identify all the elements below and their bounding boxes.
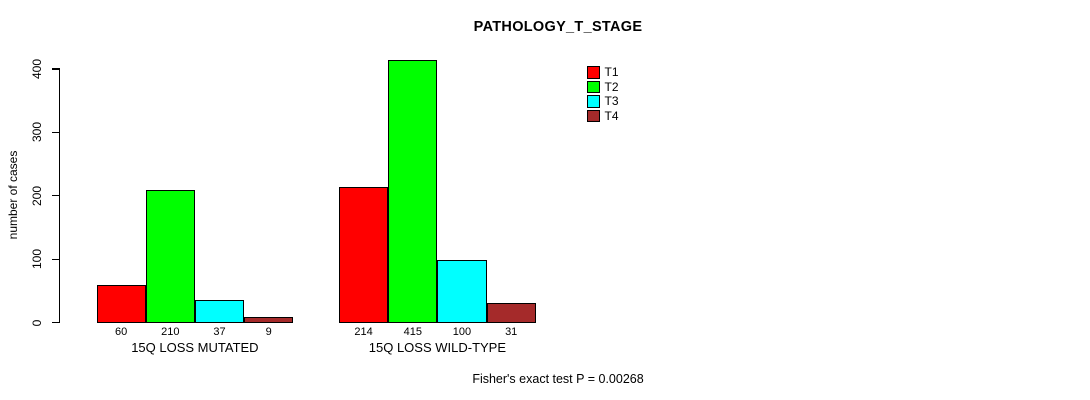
legend-swatch-t4 [587,109,600,122]
x-category-label: 15Q LOSS MUTATED [131,340,259,355]
x-category-label: 15Q LOSS WILD-TYPE [368,340,507,355]
legend-label: T1 [604,65,619,79]
y-axis-tick-label: 0 [29,319,44,326]
bar-t3-group2 [437,259,487,323]
bar-t2-group2 [388,59,438,323]
bar-t2-group1 [145,189,195,323]
bar-t3-group1 [194,299,245,323]
legend-swatch-t2 [587,80,600,93]
chart-title: PATHOLOGY_T_STAGE [473,19,643,35]
y-axis-tick [52,131,60,133]
legend-item: T2 [587,79,619,94]
legend-swatch-t1 [587,66,600,79]
y-axis-line [59,69,61,323]
y-axis-tick-label: 100 [29,249,44,270]
y-axis-tick [52,68,60,70]
y-axis-tick [52,258,60,260]
bar-t1-group1 [96,284,146,323]
bar-value-label: 9 [265,326,272,338]
legend-item: T4 [587,108,619,123]
legend-label: T3 [604,94,619,108]
bar-value-label: 100 [452,326,472,338]
bar-t1-group2 [339,187,389,323]
bar-value-label: 214 [354,326,373,338]
y-axis-tick [52,321,60,324]
legend: T1 T2 T3 T4 [587,66,619,124]
bar-value-label: 415 [403,326,422,338]
y-axis-tick-label: 200 [29,185,44,206]
bar-value-label: 60 [114,326,128,338]
legend-label: T2 [604,79,619,94]
fisher-test-annotation: Fisher's exact test P = 0.00268 [472,372,644,386]
y-axis-tick [52,195,60,197]
y-axis-tick-label: 400 [29,58,44,80]
bar-value-label: 37 [213,326,226,338]
legend-item: T1 [587,66,619,79]
legend-swatch-t3 [587,95,600,108]
bar-value-label: 31 [505,326,518,338]
y-axis-label: number of cases [6,150,20,240]
y-axis-tick-label: 300 [29,122,44,143]
legend-label: T4 [604,108,619,123]
legend-item: T3 [587,95,619,108]
bar-t4-group2 [486,303,536,323]
bar-t4-group1 [244,317,294,323]
bar-value-label: 210 [161,326,180,338]
